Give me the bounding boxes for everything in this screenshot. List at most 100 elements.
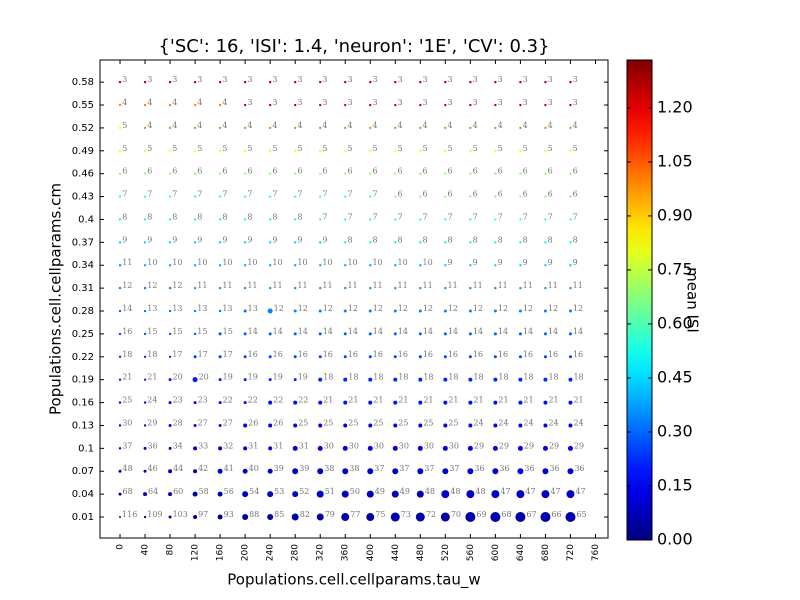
data-point <box>394 103 397 107</box>
data-point <box>444 103 447 107</box>
point-label: 77 <box>350 510 360 519</box>
data-point <box>368 332 372 336</box>
point-label: 21 <box>423 396 433 405</box>
point-label: 4 <box>573 121 578 130</box>
point-label: 3 <box>297 75 302 84</box>
data-point <box>243 332 247 336</box>
data-point <box>392 468 399 475</box>
data-point <box>119 516 122 519</box>
data-point <box>519 195 522 198</box>
data-point <box>519 264 522 267</box>
data-point <box>418 377 423 382</box>
data-point <box>267 491 274 498</box>
data-point <box>193 401 197 405</box>
point-label: 6 <box>147 167 152 176</box>
y-tick-label: 0.01 <box>72 512 94 523</box>
data-point <box>243 103 247 107</box>
x-axis-label: Populations.cell.cellparams.tau_w <box>227 571 480 590</box>
point-label: 8 <box>147 212 152 221</box>
point-label: 19 <box>273 373 283 382</box>
point-label: 6 <box>523 167 528 176</box>
point-label: 10 <box>297 258 307 267</box>
data-point <box>268 400 273 405</box>
point-label: 30 <box>349 441 359 450</box>
point-label: 12 <box>448 304 458 313</box>
point-label: 9 <box>172 235 177 244</box>
data-point <box>319 80 322 84</box>
data-point <box>268 172 272 175</box>
point-label: 18 <box>498 373 508 382</box>
point-label: 21 <box>548 396 558 405</box>
data-point <box>193 172 197 175</box>
data-point <box>318 332 322 336</box>
point-label: 5 <box>498 144 503 153</box>
point-label: 85 <box>274 510 284 519</box>
point-label: 18 <box>423 373 433 382</box>
point-label: 75 <box>375 510 385 519</box>
point-label: 18 <box>323 373 333 382</box>
point-label: 11 <box>423 281 433 290</box>
colorbar-label: mean ISI <box>684 267 702 333</box>
point-label: 3 <box>272 98 277 107</box>
data-point <box>569 126 572 130</box>
point-label: 12 <box>323 304 333 313</box>
data-point <box>490 512 501 523</box>
data-point <box>393 377 398 382</box>
data-point <box>218 332 222 336</box>
point-label: 12 <box>423 304 433 313</box>
point-label: 21 <box>122 373 132 382</box>
data-point <box>193 446 198 451</box>
point-label: 8 <box>548 235 553 244</box>
colorbar-tick-label: 0.45 <box>657 367 693 386</box>
data-point <box>344 286 347 290</box>
data-point <box>519 126 522 130</box>
data-point <box>118 195 122 198</box>
point-label: 29 <box>474 441 484 450</box>
point-label: 3 <box>372 75 377 84</box>
point-label: 37 <box>449 464 459 473</box>
point-label: 27 <box>198 418 208 427</box>
point-label: 27 <box>223 418 233 427</box>
data-point <box>143 241 147 244</box>
data-point <box>390 512 400 522</box>
data-point <box>118 492 122 496</box>
data-point <box>394 264 397 267</box>
point-label: 6 <box>423 167 428 176</box>
point-label: 6 <box>548 167 553 176</box>
point-label: 12 <box>122 281 132 290</box>
data-point <box>393 355 397 359</box>
point-label: 9 <box>247 235 252 244</box>
data-point <box>118 103 122 107</box>
data-point <box>317 468 324 475</box>
data-point <box>543 377 548 382</box>
point-label: 3 <box>397 75 402 84</box>
data-point <box>343 400 348 405</box>
data-point <box>544 218 547 221</box>
point-label: 25 <box>448 418 458 427</box>
point-label: 23 <box>198 396 208 405</box>
data-point <box>494 126 497 130</box>
point-label: 9 <box>272 235 277 244</box>
data-point <box>319 286 322 290</box>
data-point <box>344 126 347 130</box>
data-point <box>143 401 147 404</box>
point-label: 11 <box>322 281 332 290</box>
point-label: 9 <box>122 235 127 244</box>
point-label: 21 <box>398 396 408 405</box>
point-label: 22 <box>223 396 233 405</box>
data-point <box>366 513 375 522</box>
point-label: 12 <box>523 304 533 313</box>
point-label: 6 <box>573 167 578 176</box>
data-point <box>343 377 348 382</box>
data-point <box>418 423 423 428</box>
point-label: 20 <box>173 373 183 382</box>
point-label: 8 <box>222 212 227 221</box>
data-point <box>515 512 526 523</box>
point-label: 4 <box>548 121 553 130</box>
data-point <box>118 149 122 152</box>
point-label: 4 <box>172 121 177 130</box>
point-label: 8 <box>347 235 352 244</box>
point-label: 14 <box>423 327 433 336</box>
point-label: 12 <box>398 304 408 313</box>
y-tick-label: 0.37 <box>72 237 94 248</box>
